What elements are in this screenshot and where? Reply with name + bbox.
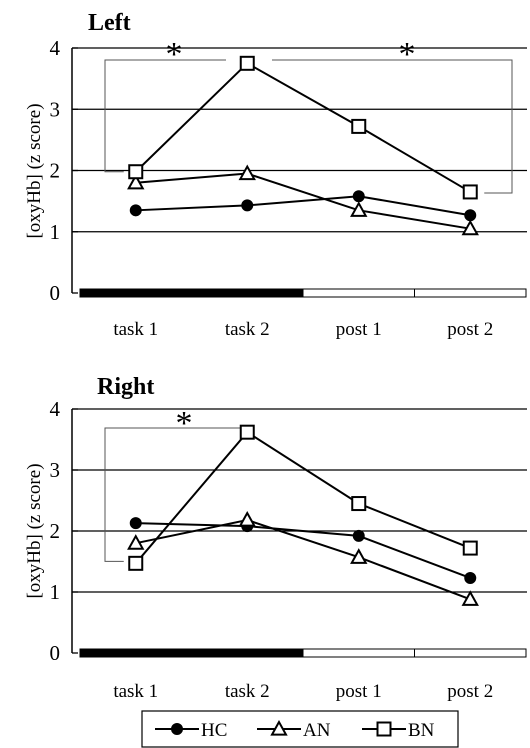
y-tick-label: 2 — [50, 519, 61, 543]
y-tick-label: 3 — [50, 97, 61, 121]
series-line-hc — [135, 522, 471, 579]
panel-title-right: Right — [97, 374, 154, 400]
left-hemisphere-panel: Left [oxyHb] (z score) 0 1 2 3 4 task 1 task 2… — [24, 10, 527, 340]
series-point-an — [350, 201, 368, 217]
task-bar-segment — [191, 648, 304, 658]
series-point-hc — [241, 199, 254, 212]
series-point-hc — [464, 209, 477, 222]
significance-star: * — [176, 405, 193, 442]
y-tick-label: 1 — [50, 220, 61, 244]
y-axis-label-left: [oxyHb] (z score) — [24, 103, 45, 238]
x-category-label: post 2 — [447, 681, 493, 702]
series-point-an — [461, 219, 479, 236]
series-line-an — [135, 172, 471, 230]
y-axis-label-right: [oxyHb] (z score) — [24, 463, 45, 598]
significance-bracket — [104, 427, 242, 562]
task-bar-segment — [302, 648, 415, 658]
task-bar-segment — [79, 648, 192, 658]
x-category-label: task 1 — [113, 681, 158, 702]
x-category-label: post 1 — [336, 319, 382, 340]
legend-marker — [376, 721, 392, 737]
y-tick-label: 2 — [50, 159, 61, 183]
x-category-label: task 2 — [225, 319, 270, 340]
y-tick-label: 0 — [50, 641, 61, 665]
legend-label: AN — [303, 720, 331, 741]
series-point-hc — [129, 517, 142, 530]
series-point-hc — [464, 571, 477, 584]
x-category-label: task 2 — [225, 681, 270, 702]
series-point-an — [238, 510, 256, 527]
series-point-an — [238, 164, 256, 181]
x-category-label: post 2 — [447, 319, 493, 340]
series-point-bn — [239, 55, 255, 71]
series-point-bn — [351, 118, 367, 134]
series-point-an — [127, 173, 145, 190]
y-tick-label: 1 — [50, 580, 61, 604]
series-point-hc — [129, 204, 142, 217]
right-hemisphere-panel: Right [oxyHb] (z score) 0 1 2 3 4 task 1 task … — [24, 374, 527, 702]
legend-label: HC — [201, 720, 227, 741]
series-line-bn — [134, 430, 471, 564]
panel-title-left: Left — [88, 10, 131, 36]
series-line-hc — [135, 195, 471, 217]
series-point-bn — [239, 424, 255, 440]
series-point-an — [127, 534, 145, 550]
task-bar-segment — [414, 648, 527, 658]
series-point-bn — [462, 540, 478, 556]
y-tick-label: 3 — [50, 458, 61, 482]
series-point-hc — [352, 529, 365, 542]
series-point-bn — [128, 555, 144, 571]
significance-star: * — [399, 36, 416, 73]
significance-bracket — [104, 59, 226, 173]
series-point-an — [461, 590, 479, 606]
significance-star: * — [166, 36, 183, 73]
series-point-bn — [462, 184, 478, 200]
task-bar-segment — [414, 288, 527, 298]
significance-bracket — [272, 59, 513, 194]
task-bar-segment — [302, 288, 415, 298]
x-category-label: task 1 — [113, 319, 158, 340]
series-point-an — [350, 548, 368, 564]
series-point-bn — [351, 496, 367, 512]
task-bar-segment — [79, 288, 192, 298]
task-bar-segment — [191, 288, 304, 298]
legend-marker — [171, 723, 183, 735]
y-tick-label: 4 — [50, 36, 61, 60]
y-tick-label: 4 — [50, 397, 61, 421]
y-tick-label: 0 — [50, 281, 61, 305]
legend-label: BN — [408, 720, 435, 741]
series-point-bn — [128, 164, 144, 180]
series-line-an — [135, 518, 471, 601]
series-point-hc — [352, 190, 365, 203]
x-category-label: post 1 — [336, 681, 382, 702]
legend: HC AN BN — [141, 710, 459, 748]
legend-marker — [270, 719, 288, 736]
series-line-bn — [135, 62, 471, 193]
